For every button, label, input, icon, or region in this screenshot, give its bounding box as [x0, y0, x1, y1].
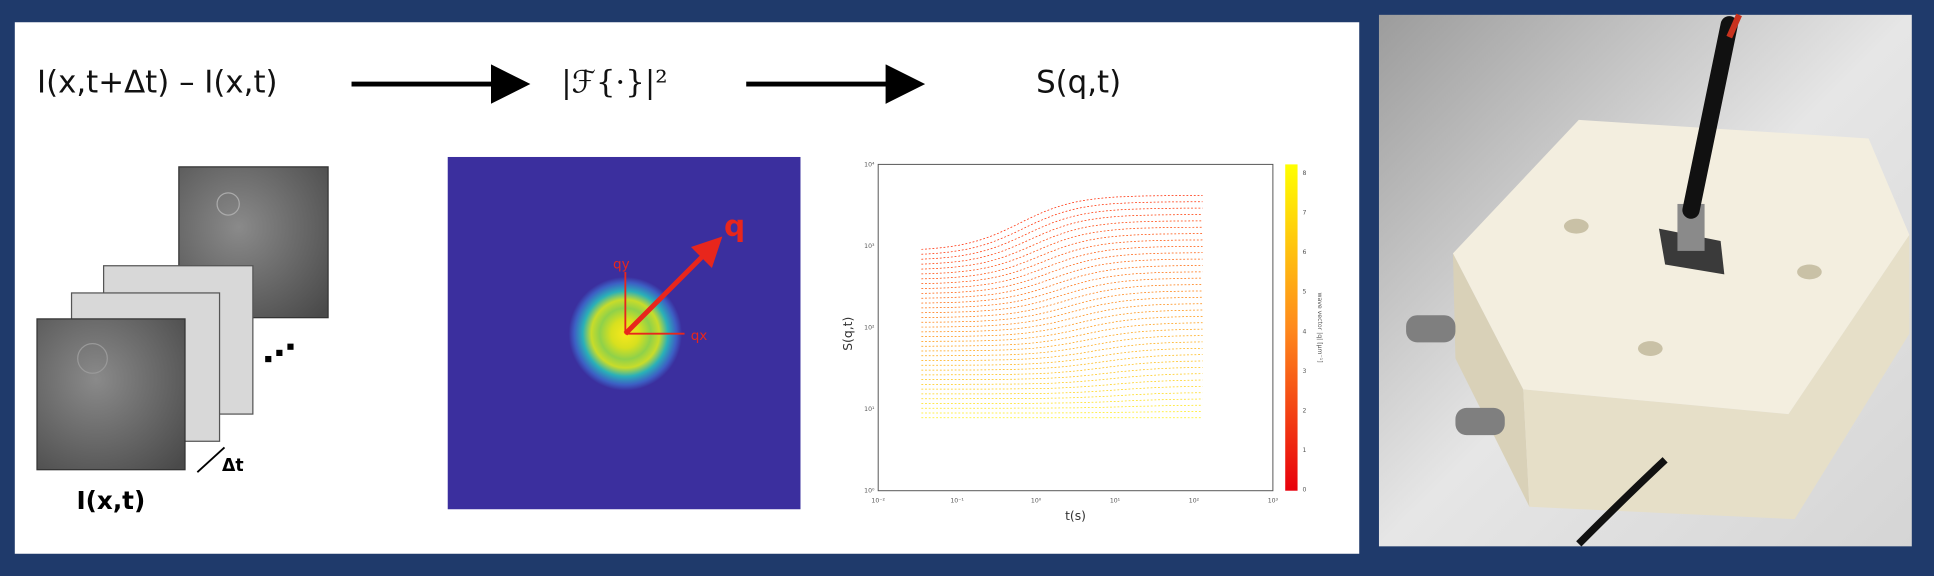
delta-label: Δt	[222, 456, 244, 476]
curve	[921, 214, 1203, 265]
curve	[921, 195, 1203, 250]
x-axis-label: t(s)	[1065, 509, 1086, 523]
fiber-cable	[1682, 16, 1738, 219]
curve	[921, 239, 1203, 285]
curve	[921, 360, 1203, 376]
curve	[921, 335, 1203, 357]
curve	[921, 226, 1203, 275]
curve	[921, 328, 1203, 352]
x-tick-label: 10⁰	[1031, 498, 1042, 505]
curve	[921, 366, 1203, 380]
plot-frame	[877, 163, 1274, 492]
holes	[1563, 218, 1822, 356]
curve	[921, 296, 1203, 328]
step-text: I(x,t+Δt) – I(x,t)	[37, 65, 278, 101]
stack-label: I(x,t)	[76, 486, 145, 515]
y-tick-label: 10⁴	[864, 161, 875, 168]
delta-bar	[196, 446, 226, 473]
x-tick-label: 10⁻²	[871, 498, 885, 505]
box-side	[1452, 253, 1530, 507]
curve	[921, 245, 1203, 289]
curve	[921, 309, 1203, 337]
y-axis-label: S(q,t)	[841, 317, 855, 351]
colorbar-tick-label: 8	[1302, 170, 1306, 177]
curve	[921, 354, 1203, 371]
curve	[921, 265, 1203, 304]
colorbar-tick-label: 1	[1302, 447, 1306, 454]
colorbar-tick-label: 0	[1302, 486, 1306, 493]
colorbar-tick-label: 3	[1302, 368, 1306, 375]
y-tick-label: 10¹	[864, 406, 875, 413]
y-tick-label: 10³	[864, 243, 875, 250]
colorbar	[1285, 164, 1298, 491]
box-front	[1523, 234, 1910, 520]
power-cable	[1576, 457, 1668, 547]
colorbar-label: wave vector |q| [μm⁻¹]	[1316, 292, 1323, 362]
x-tick-label: 10¹	[1110, 498, 1121, 505]
curve	[921, 392, 1203, 400]
step-text: |ℱ{·}|²	[561, 65, 667, 101]
curve	[921, 379, 1203, 390]
colorbar-tick-label: 5	[1302, 289, 1306, 296]
particle	[216, 192, 240, 216]
curve	[921, 347, 1203, 366]
curve	[921, 284, 1203, 318]
curve	[921, 290, 1203, 323]
curves	[921, 195, 1203, 419]
ellipsis	[265, 343, 294, 363]
q-arrow	[623, 236, 723, 336]
curve	[921, 271, 1203, 309]
connector-plate	[1658, 228, 1725, 275]
qx-label: qx	[691, 328, 708, 344]
curve	[921, 316, 1203, 342]
x-tick-label: 10²	[1189, 498, 1200, 505]
colorbar-tick-label: 2	[1302, 407, 1306, 414]
curve	[921, 207, 1203, 260]
step-text: S(q,t)	[1036, 65, 1121, 101]
curve	[921, 277, 1203, 314]
curve	[921, 373, 1203, 385]
curve	[921, 404, 1203, 409]
qy-label: qy	[613, 257, 630, 273]
curve	[921, 386, 1203, 395]
y-tick-label: 10²	[864, 325, 875, 332]
q-label: q	[724, 208, 745, 243]
clamps	[1406, 315, 1505, 436]
curve	[921, 322, 1203, 347]
fiber-tip	[1726, 13, 1742, 39]
colorbar-tick-label: 6	[1302, 249, 1306, 256]
curve	[921, 303, 1203, 333]
curve	[921, 398, 1203, 404]
frame	[36, 318, 186, 471]
y-tick-label: 10⁰	[864, 488, 875, 495]
curve	[921, 220, 1203, 270]
curve	[921, 233, 1203, 280]
curve	[921, 411, 1203, 414]
curve	[921, 341, 1203, 361]
colorbar-tick-label: 7	[1302, 210, 1306, 217]
x-tick-label: 10⁻¹	[950, 498, 964, 505]
colorbar-tick-label: 4	[1302, 328, 1306, 335]
x-tick-label: 10³	[1268, 498, 1279, 505]
particle	[77, 343, 108, 374]
